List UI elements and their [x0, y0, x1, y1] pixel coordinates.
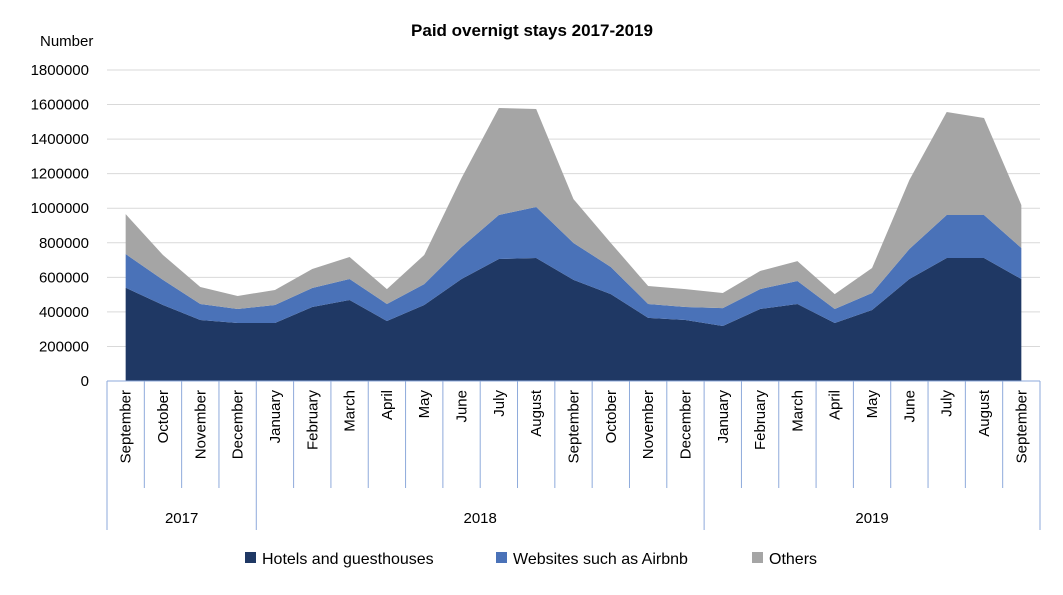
x-tick-label: October — [155, 390, 172, 443]
y-tick-label: 1000000 — [31, 200, 89, 217]
x-tick-label: December — [677, 390, 694, 459]
x-tick-label: June — [454, 390, 471, 423]
y-axis-label: Number — [40, 33, 93, 50]
y-tick-label: 800000 — [39, 235, 89, 252]
y-tick-label: 1800000 — [31, 62, 89, 79]
chart-title: Paid overnigt stays 2017-2019 — [411, 21, 653, 40]
year-group-label: 2019 — [855, 510, 888, 527]
x-tick-label: April — [379, 390, 396, 420]
y-tick-label: 1200000 — [31, 166, 89, 183]
x-tick-label: September — [566, 390, 583, 463]
legend-swatch — [752, 552, 763, 563]
x-tick-label: August — [528, 389, 545, 437]
area-series-2 — [125, 207, 1022, 327]
legend-label: Hotels and guesthouses — [262, 551, 434, 568]
x-tick-label: July — [939, 390, 956, 417]
y-tick-label: 1600000 — [31, 97, 89, 114]
x-tick-label: September — [1013, 390, 1030, 463]
x-tick-label: March — [789, 390, 806, 432]
x-tick-label: July — [491, 390, 508, 417]
x-tick-label: September — [118, 390, 135, 463]
legend-label: Websites such as Airbnb — [513, 551, 688, 568]
x-tick-label: May — [864, 390, 881, 419]
year-group-label: 2017 — [165, 510, 198, 527]
x-tick-label: March — [342, 390, 359, 432]
y-tick-label: 600000 — [39, 269, 89, 286]
area-series-3 — [125, 108, 1022, 309]
x-tick-label: October — [603, 390, 620, 443]
y-tick-label: 0 — [81, 373, 89, 390]
x-tick-label: June — [901, 390, 918, 423]
year-group-label: 2018 — [464, 510, 497, 527]
y-tick-label: 400000 — [39, 304, 89, 321]
x-tick-label: November — [192, 390, 209, 459]
y-tick-label: 1400000 — [31, 131, 89, 148]
legend-label: Others — [769, 551, 817, 568]
x-tick-label: April — [827, 390, 844, 420]
x-tick-label: February — [304, 390, 321, 451]
y-tick-label: 200000 — [39, 338, 89, 355]
x-tick-label: November — [640, 390, 657, 459]
area-series-1 — [125, 257, 1022, 381]
x-tick-label: January — [715, 390, 732, 444]
x-tick-label: February — [752, 390, 769, 451]
x-tick-label: May — [416, 390, 433, 419]
legend-swatch — [245, 552, 256, 563]
x-tick-label: August — [976, 389, 993, 437]
x-tick-label: December — [230, 390, 247, 459]
legend-swatch — [496, 552, 507, 563]
x-tick-label: January — [267, 390, 284, 444]
